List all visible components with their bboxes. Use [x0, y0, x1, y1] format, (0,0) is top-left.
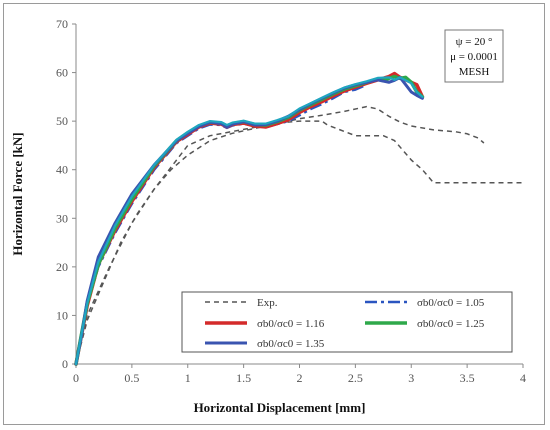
legend: Exp. σb0/σc0 = 1.05 σb0/σc0 = 1.16 σb0/σc0 … — [181, 291, 513, 353]
x-axis-title: Horizontal Displacement [mm] — [194, 400, 366, 415]
legend-label: σb0/σc0 = 1.05 — [417, 297, 485, 309]
x-tick-label: 2.5 — [348, 371, 363, 385]
y-tick-label: 60 — [56, 66, 68, 80]
annotation-mu: μ = 0.0001 — [450, 51, 498, 63]
legend-label: σb0/σc0 = 1.25 — [417, 318, 485, 330]
x-ticks: 0 0.5 1 1.5 2 2.5 3 3.5 4 — [73, 364, 526, 385]
series-group — [74, 71, 523, 366]
x-tick-label: 4 — [520, 371, 526, 385]
x-tick-label: 1 — [185, 371, 191, 385]
legend-label: σb0/σc0 = 1.35 — [257, 338, 325, 350]
x-tick-label: 2 — [297, 371, 303, 385]
y-tick-label: 0 — [62, 357, 68, 371]
x-tick-label: 0.5 — [124, 371, 139, 385]
y-tick-label: 30 — [56, 211, 68, 225]
legend-label: Exp. — [257, 297, 278, 309]
y-tick-label: 10 — [56, 308, 68, 322]
y-axis-title: Horizontal Force [kN] — [10, 132, 25, 255]
x-tick-label: 3 — [408, 371, 414, 385]
x-tick-label: 0 — [73, 371, 79, 385]
annotation-mesh: MESH — [459, 66, 490, 78]
y-tick-label: 20 — [56, 260, 68, 274]
x-tick-label: 3.5 — [460, 371, 475, 385]
y-tick-label: 50 — [56, 114, 68, 128]
parameter-annotation: ψ = 20 ° μ = 0.0001 MESH — [444, 29, 504, 83]
series-line-6 — [74, 76, 424, 366]
y-tick-label: 70 — [56, 17, 68, 31]
y-tick-label: 40 — [56, 163, 68, 177]
annotation-box — [444, 29, 504, 83]
y-ticks: 0 10 20 30 40 50 60 70 — [56, 17, 76, 371]
x-tick-label: 1.5 — [236, 371, 251, 385]
legend-label: σb0/σc0 = 1.16 — [257, 318, 325, 330]
annotation-psi: ψ = 20 ° — [456, 36, 493, 48]
